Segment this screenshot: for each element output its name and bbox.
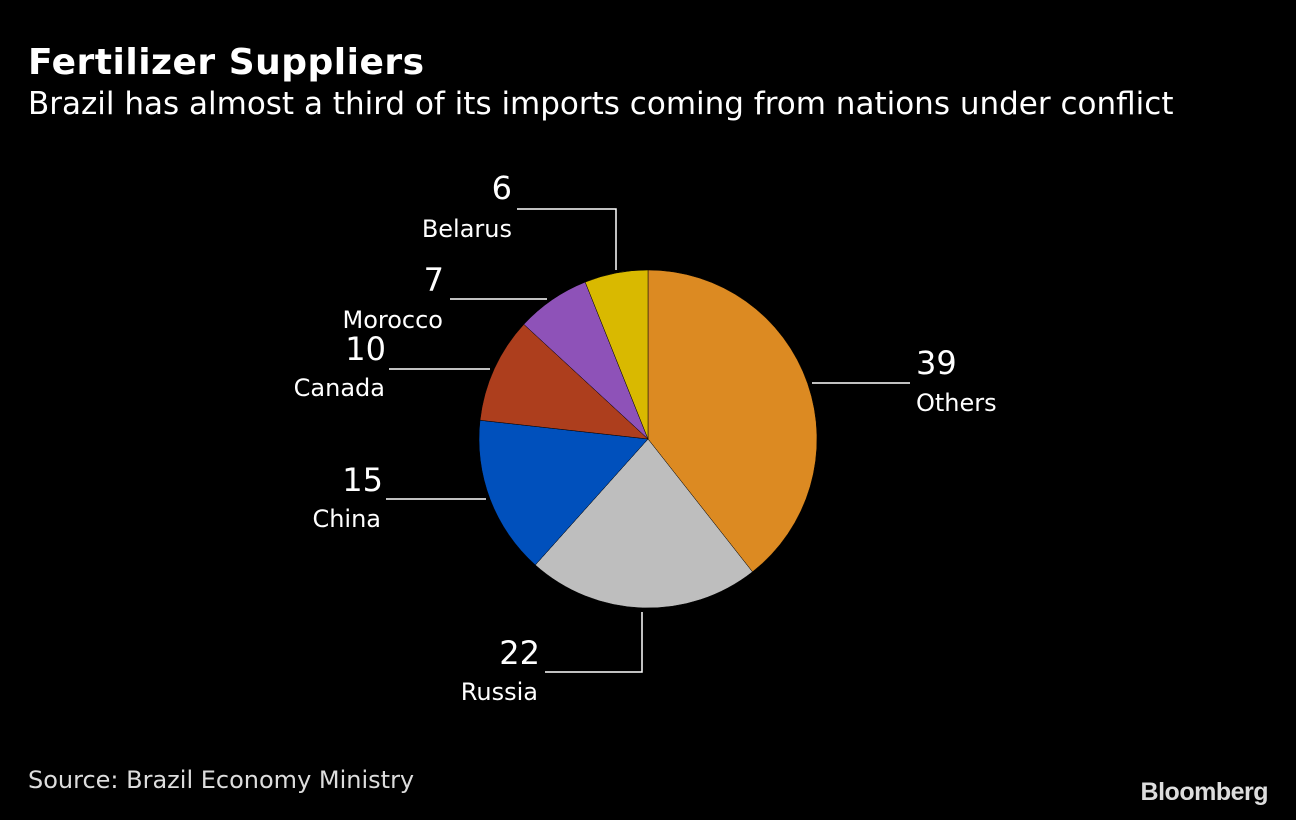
data-label-value-morocco: 7: [424, 261, 444, 299]
data-label-name-china: China: [312, 505, 381, 533]
data-label-name-belarus: Belarus: [422, 215, 512, 243]
data-label-value-others: 39: [916, 344, 957, 382]
data-label-value-canada: 10: [345, 330, 386, 368]
pie-slice-russia: [534, 438, 753, 609]
pie-slice-others: [647, 269, 818, 573]
data-label-value-russia: 22: [499, 634, 540, 672]
source-note: Source: Brazil Economy Ministry: [28, 766, 415, 794]
data-label-name-morocco: Morocco: [343, 306, 444, 334]
chart-title: Fertilizer Suppliers: [28, 42, 425, 83]
bloomberg-logo: Bloomberg: [1140, 778, 1269, 806]
data-label-name-russia: Russia: [461, 678, 538, 706]
data-label-value-belarus: 6: [492, 169, 512, 207]
pie-slice-china: [478, 419, 649, 566]
data-label-name-canada: Canada: [294, 374, 385, 402]
leader-line-russia: [545, 612, 643, 673]
leader-line-belarus: [517, 208, 617, 270]
chart-subtitle: Brazil has almost a third of its imports…: [28, 86, 1174, 122]
data-label-value-china: 15: [342, 461, 383, 499]
data-label-name-others: Others: [916, 389, 997, 417]
pie-slice-canada: [479, 323, 649, 440]
pie-slice-belarus: [584, 269, 649, 440]
